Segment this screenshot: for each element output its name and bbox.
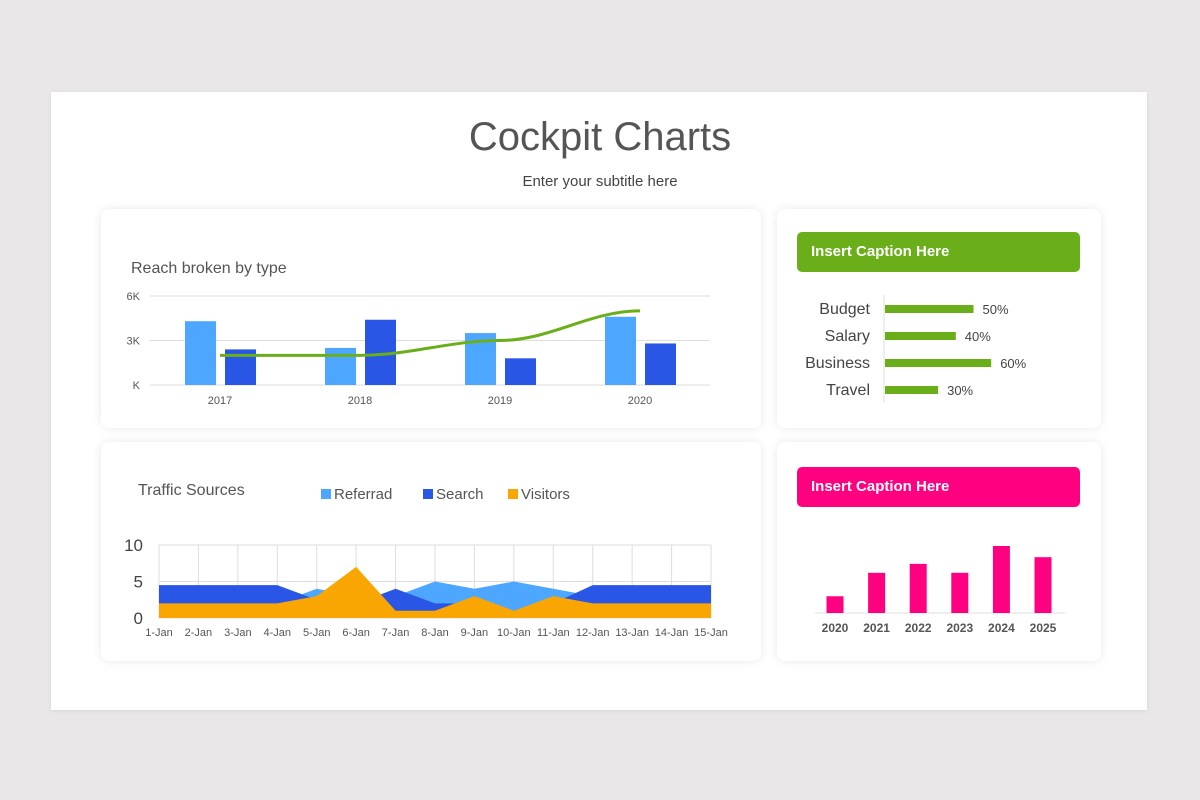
area-visitors [159, 566, 711, 618]
bar-2019-s1 [505, 358, 536, 385]
bar-2020-s1 [645, 343, 676, 385]
legend-label-search: Search [436, 486, 484, 503]
y-tick-label: 6K [127, 291, 141, 303]
chart-title: Reach broken by type [131, 260, 287, 277]
category-label: Budget [819, 301, 870, 318]
x-tick-label: 2022 [905, 621, 932, 635]
x-tick-label: 2021 [863, 621, 890, 635]
x-tick-label: 11-Jan [537, 627, 570, 639]
x-tick-label: 10-Jan [497, 627, 531, 639]
x-tick-label: 2018 [348, 395, 372, 407]
reach-card [101, 209, 761, 428]
bar-travel [885, 386, 939, 394]
x-tick-label: 2-Jan [185, 627, 213, 639]
category-label: Travel [826, 382, 870, 399]
chart-title: Traffic Sources [138, 482, 245, 499]
x-tick-label: 2019 [488, 395, 512, 407]
legend-label-visitors: Visitors [521, 486, 570, 503]
y-tick-label: 3K [127, 336, 141, 348]
legend-swatch-visitors [508, 489, 518, 499]
bar-budget [885, 305, 974, 313]
x-tick-label: 2017 [208, 395, 232, 407]
x-tick-label: 4-Jan [264, 627, 292, 639]
value-label: 60% [1000, 356, 1026, 371]
bar-2020 [826, 596, 844, 613]
bar-2024 [992, 546, 1010, 613]
x-tick-label: 2020 [628, 395, 652, 407]
x-tick-label: 2025 [1030, 621, 1057, 635]
x-tick-label: 15-Jan [694, 627, 728, 639]
y-tick-label: 5 [134, 573, 143, 592]
traffic-card [101, 442, 761, 661]
x-tick-label: 7-Jan [382, 627, 410, 639]
x-tick-label: 2023 [946, 621, 973, 635]
y-tick-label: 10 [124, 536, 143, 555]
value-label: 40% [965, 329, 991, 344]
pink-caption: Insert Caption Here [797, 467, 1080, 507]
value-label: 50% [983, 302, 1009, 317]
category-label: Business [805, 355, 870, 372]
bar-2021 [868, 572, 886, 613]
bar-2020-s0 [605, 316, 636, 385]
x-tick-label: 9-Jan [461, 627, 489, 639]
legend-swatch-search [423, 489, 433, 499]
page-title: Cockpit Charts [468, 115, 732, 159]
bar-2022 [909, 563, 927, 613]
category-label: Salary [825, 328, 870, 345]
y-tick-label: K [133, 380, 141, 392]
bar-business [885, 359, 992, 367]
x-tick-label: 5-Jan [303, 627, 331, 639]
x-tick-label: 8-Jan [421, 627, 449, 639]
bar-2017-s0 [185, 321, 216, 385]
y-tick-label: 0 [134, 609, 143, 628]
bar-2018-s0 [325, 347, 356, 385]
legend-swatch-referrad [321, 489, 331, 499]
x-tick-label: 12-Jan [576, 627, 610, 639]
page-subtitle: Enter your subtitle here [522, 173, 678, 190]
x-tick-label: 13-Jan [615, 627, 649, 639]
legend-label-referrad: Referrad [334, 486, 392, 503]
trend-line [220, 309, 641, 357]
x-tick-label: 3-Jan [224, 627, 252, 639]
x-tick-label: 1-Jan [145, 627, 173, 639]
value-label: 30% [947, 383, 973, 398]
green-caption: Insert Caption Here [797, 232, 1080, 272]
x-tick-label: 2024 [988, 621, 1015, 635]
x-tick-label: 2020 [822, 621, 849, 635]
bar-salary [885, 332, 956, 340]
x-tick-label: 14-Jan [655, 627, 689, 639]
x-tick-label: 6-Jan [342, 627, 370, 639]
bar-2023 [951, 572, 969, 613]
bar-2025 [1034, 557, 1052, 613]
